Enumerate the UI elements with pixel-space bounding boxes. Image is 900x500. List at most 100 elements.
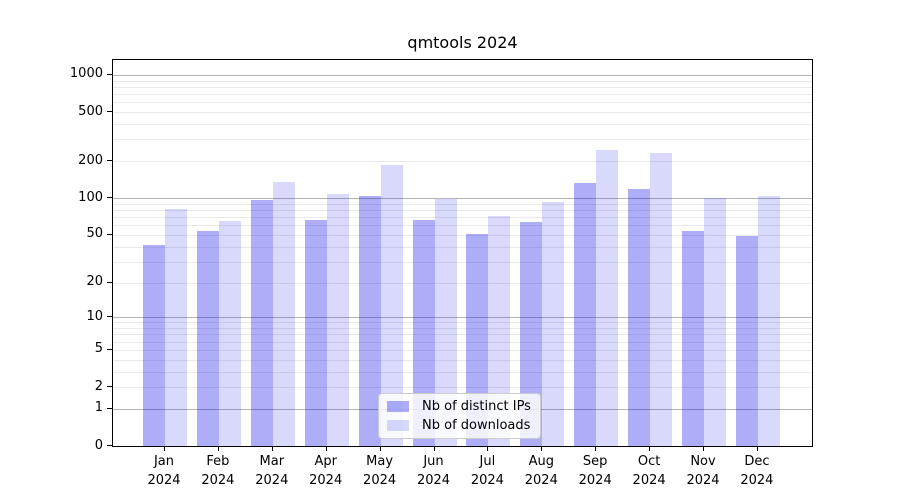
x-tick-mark-may xyxy=(379,446,381,451)
x-tick-mark-jul xyxy=(487,446,489,451)
x-tick-label-jul: Jul 2024 xyxy=(452,452,522,490)
gridline-300 xyxy=(113,139,812,141)
x-tick-mark-sep xyxy=(595,446,597,451)
bar-jan-distinct-ips xyxy=(143,245,165,446)
bar-sep-distinct-ips xyxy=(574,183,597,446)
x-tick-mark-jan xyxy=(164,446,165,451)
y-tick-mark-0 xyxy=(107,445,112,446)
x-tick-label-nov: Nov 2024 xyxy=(668,452,738,490)
x-tick-year: 2024 xyxy=(740,473,774,488)
bar-apr-distinct-ips xyxy=(304,220,327,446)
gridline-50 xyxy=(113,234,812,236)
gridline-9 xyxy=(113,322,812,324)
x-tick-label-aug: Aug 2024 xyxy=(506,452,576,490)
x-tick-mark-dec xyxy=(756,446,758,451)
gridline-5 xyxy=(113,349,812,351)
bar-jun-downloads xyxy=(434,198,457,446)
gridline-600 xyxy=(113,102,812,104)
y-tick-label-5: 5 xyxy=(94,341,103,357)
x-tick-month: Mar xyxy=(259,454,285,469)
y-tick-label-200: 200 xyxy=(78,152,103,168)
gridline-60 xyxy=(113,225,812,227)
y-tick-label-1: 1 xyxy=(94,400,103,416)
bar-nov-distinct-ips xyxy=(682,230,704,446)
x-tick-year: 2024 xyxy=(416,473,451,488)
bar-jan-downloads xyxy=(165,208,187,446)
bar-may-distinct-ips xyxy=(358,195,381,446)
x-tick-year: 2024 xyxy=(470,473,504,488)
y-tick-label-100: 100 xyxy=(78,189,103,205)
y-tick-mark-1000 xyxy=(107,73,112,75)
x-tick-year: 2024 xyxy=(578,473,612,488)
bar-may-downloads xyxy=(380,165,403,446)
gridline-40 xyxy=(113,246,812,248)
y-tick-label-2: 2 xyxy=(94,378,103,394)
y-tick-label-1000: 1000 xyxy=(69,66,103,82)
x-tick-label-may: May 2024 xyxy=(345,452,415,490)
bar-jul-distinct-ips xyxy=(466,233,489,446)
bar-aug-downloads xyxy=(542,202,565,446)
bar-jun-distinct-ips xyxy=(412,220,435,446)
x-tick-year: 2024 xyxy=(147,473,181,488)
y-tick-mark-200 xyxy=(107,160,112,162)
legend-swatch-distinct-ips xyxy=(387,401,409,412)
bar-aug-distinct-ips xyxy=(520,221,543,446)
x-tick-label-feb: Feb 2024 xyxy=(183,452,253,490)
bar-feb-distinct-ips xyxy=(196,230,219,446)
plot-area: Nb of distinct IPs Nb of downloads xyxy=(112,59,813,447)
bar-mar-downloads xyxy=(272,182,295,446)
x-tick-mark-apr xyxy=(325,446,327,451)
x-tick-month: Jul xyxy=(479,454,496,469)
y-tick-mark-500 xyxy=(107,111,112,113)
gridline-10 xyxy=(113,317,812,319)
x-tick-year: 2024 xyxy=(201,473,235,488)
bar-apr-downloads xyxy=(326,194,349,446)
bar-jul-downloads xyxy=(488,215,511,446)
gridline-3 xyxy=(113,371,812,373)
legend-item-downloads: Nb of downloads xyxy=(387,416,531,435)
legend-swatch-downloads xyxy=(387,420,409,431)
x-tick-year: 2024 xyxy=(632,473,666,488)
bar-sep-downloads xyxy=(596,149,619,446)
gridline-8 xyxy=(113,328,812,329)
bar-mar-distinct-ips xyxy=(250,200,273,446)
chart-title: qmtools 2024 xyxy=(407,33,518,52)
y-tick-mark-1 xyxy=(107,407,112,409)
x-tick-mark-jun xyxy=(433,446,435,451)
x-tick-year: 2024 xyxy=(686,473,720,488)
legend-label: Nb of downloads xyxy=(422,418,531,433)
legend-label: Nb of distinct IPs xyxy=(422,399,531,414)
y-tick-label-50: 50 xyxy=(86,226,103,242)
gridline-500 xyxy=(113,112,812,114)
gridline-80 xyxy=(113,210,812,211)
x-tick-month: Oct xyxy=(637,454,661,469)
y-tick-mark-2 xyxy=(107,386,112,387)
gridline-20 xyxy=(113,282,812,284)
x-tick-month: Sep xyxy=(582,454,608,469)
x-tick-label-jan: Jan 2024 xyxy=(129,452,199,490)
bar-dec-distinct-ips xyxy=(735,235,758,446)
x-tick-month: Nov xyxy=(690,454,716,469)
x-tick-mark-feb xyxy=(217,446,219,451)
x-tick-month: May xyxy=(366,454,394,469)
x-tick-mark-mar xyxy=(271,446,273,451)
gridline-6 xyxy=(113,341,812,343)
gridline-1000 xyxy=(113,74,812,76)
y-tick-mark-50 xyxy=(107,233,112,235)
bar-nov-downloads xyxy=(704,197,726,446)
x-tick-label-sep: Sep 2024 xyxy=(560,452,630,490)
x-tick-year: 2024 xyxy=(524,473,558,488)
gridline-900 xyxy=(113,80,812,82)
x-tick-year: 2024 xyxy=(363,473,397,488)
gridline-200 xyxy=(113,161,812,163)
x-tick-label-dec: Dec 2024 xyxy=(722,452,792,490)
gridline-90 xyxy=(113,203,812,205)
x-tick-month: Aug xyxy=(528,454,554,469)
gridline-800 xyxy=(113,86,812,88)
bar-dec-downloads xyxy=(757,195,780,446)
gridline-100 xyxy=(113,198,812,200)
y-tick-label-0: 0 xyxy=(94,437,103,453)
bars-layer xyxy=(113,60,812,446)
y-tick-label-20: 20 xyxy=(86,274,103,289)
